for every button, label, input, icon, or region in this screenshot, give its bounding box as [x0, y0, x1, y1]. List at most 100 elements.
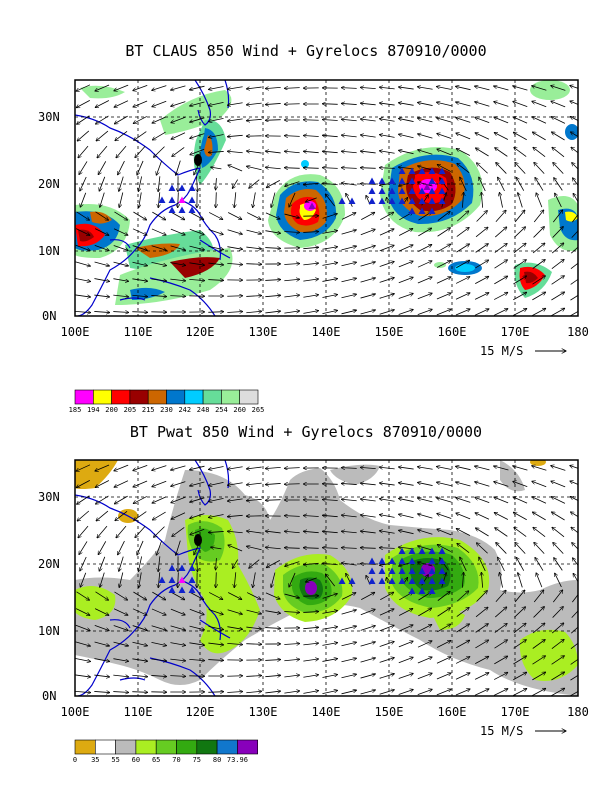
wind-vector: [456, 513, 471, 520]
wind-vector: [246, 483, 262, 485]
gyre-location-marker: [378, 577, 386, 584]
wind-vector: [227, 135, 243, 136]
wind-vector: [494, 497, 509, 504]
colorbar-label: 248: [197, 406, 210, 414]
gyre-location-marker: [398, 557, 406, 564]
gyre-location-marker: [428, 567, 436, 574]
wind-vector: [113, 312, 128, 313]
bottom-colorbar: 0 35 55 60 65 70 75 80 73.96: [73, 739, 258, 764]
gyre-location-marker: [348, 197, 356, 204]
wind-vector: [571, 246, 578, 254]
wind-vector: [551, 243, 564, 254]
gyre-location-marker: [378, 197, 386, 204]
wind-vector: [494, 227, 507, 238]
wind-vector: [77, 130, 90, 141]
wind-vector: [494, 260, 508, 269]
colorbar-label: 73.96: [227, 756, 248, 764]
colorbar-swatch: [196, 739, 218, 755]
wind-vector: [208, 466, 224, 469]
colorbar-label: 242: [178, 406, 191, 414]
wind-vector: [138, 556, 143, 571]
gyre-center-marker: [194, 534, 202, 546]
wind-vector: [417, 689, 432, 696]
wind-vector: [554, 558, 563, 571]
wind-vector: [341, 278, 357, 283]
wind-vector: [154, 526, 165, 538]
wind-vector: [379, 531, 395, 534]
wind-vector: [379, 310, 395, 315]
gyre-location-marker: [428, 167, 436, 174]
gyre-location-marker: [168, 206, 176, 213]
wind-vector: [455, 277, 470, 284]
wind-vector: [322, 310, 337, 314]
wind-vector: [139, 572, 142, 587]
wind-vector: [303, 263, 318, 265]
wind-vector: [158, 572, 160, 587]
wind-vector: [398, 87, 414, 90]
wind-vector: [322, 214, 338, 219]
wind-vector: [246, 166, 262, 171]
colorbar-label: 75: [193, 756, 201, 764]
wind-vector: [418, 228, 431, 237]
wind-vector: [152, 211, 165, 220]
wind-vector: [417, 657, 432, 664]
colorbar-swatch: [115, 739, 137, 755]
wind-vector: [360, 135, 376, 138]
wind-vector: [113, 625, 129, 630]
wind-vector: [116, 145, 127, 158]
wind-vector: [551, 259, 564, 269]
wind-vector: [456, 118, 471, 123]
wind-vector: [456, 498, 471, 503]
wind-vector: [151, 608, 166, 615]
wind-vector: [170, 608, 185, 615]
wind-vector: [398, 310, 414, 315]
wind-vector: [322, 594, 338, 599]
wind-vector: [493, 672, 508, 680]
gyre-location-marker: [188, 576, 196, 583]
wind-vector: [132, 278, 147, 281]
wind-vector: [512, 308, 527, 316]
wind-vector: [322, 531, 338, 532]
wind-vector: [360, 467, 376, 468]
wind-vector: [75, 244, 90, 250]
gyre-location-marker: [188, 564, 196, 571]
wind-vector: [514, 607, 525, 618]
wind-vector: [132, 228, 147, 235]
wind-vector: [100, 192, 105, 208]
wind-vector: [119, 192, 124, 208]
gyre-location-marker: [168, 564, 176, 571]
wind-vector: [172, 147, 185, 156]
wind-vector: [360, 658, 376, 663]
wind-vector: [360, 674, 376, 679]
wind-vector: [322, 151, 338, 152]
wind-vector: [341, 262, 357, 267]
colorbar-swatch: [74, 739, 96, 755]
wind-vector: [197, 176, 198, 191]
wind-vector: [190, 592, 204, 599]
wind-vector: [360, 278, 376, 283]
colorbar-swatch: [93, 389, 112, 405]
wind-vector: [246, 103, 262, 105]
wind-vector: [227, 691, 242, 692]
wind-vector: [234, 192, 236, 207]
wind-vector: [512, 688, 527, 696]
wind-vector: [437, 133, 452, 139]
wind-vector: [246, 467, 262, 469]
wind-vector: [417, 624, 432, 632]
wind-vector: [455, 86, 471, 91]
wind-vector: [119, 176, 124, 192]
wind-vector: [76, 479, 90, 487]
wind-vector: [417, 673, 432, 680]
wind-vector: [113, 261, 129, 266]
wind-vector: [551, 688, 564, 696]
wind-vector: [77, 115, 90, 125]
wind-vector: [493, 309, 508, 316]
wind-vector: [80, 572, 87, 587]
wind-vector: [418, 514, 433, 519]
wind-vector: [361, 592, 375, 601]
gyre-location-marker: [388, 197, 396, 204]
gyre-location-marker: [408, 187, 416, 194]
wind-vector: [227, 531, 243, 532]
wind-vector: [455, 293, 470, 300]
gyre-location-marker: [158, 576, 166, 583]
